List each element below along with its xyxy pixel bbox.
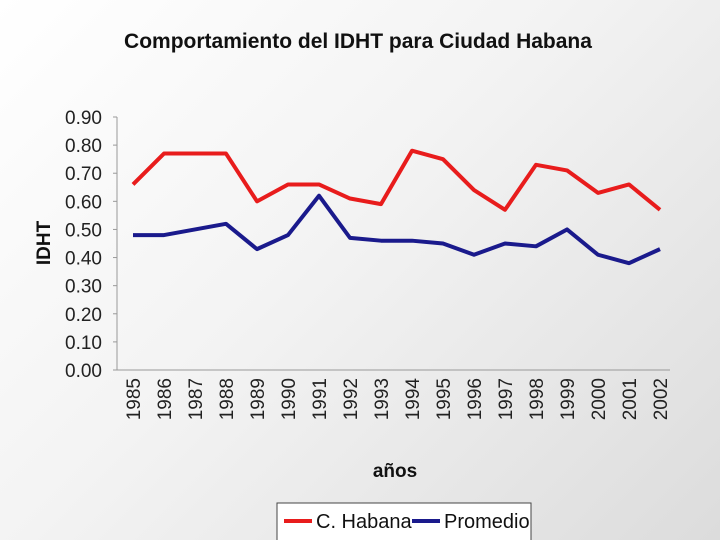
x-axis-title: años [373, 461, 417, 482]
x-tick-label: 1998 [527, 378, 548, 420]
legend-box [276, 502, 532, 540]
series-line-c-habana [131, 148, 662, 212]
legend-label-c-habana: C. Habana [316, 511, 412, 533]
y-tick-labels: 0.00 0.10 0.20 0.30 0.40 0.50 0.60 0.70 0.80 0.90 [65, 108, 117, 382]
x-tick-label: 1992 [341, 378, 362, 420]
x-tick-label: 1988 [217, 378, 238, 420]
y-tick-label: 0.10 [65, 333, 102, 354]
x-tick-label: 1989 [248, 378, 269, 420]
series-lines [131, 148, 662, 266]
y-tick-label: 0.40 [65, 249, 102, 270]
x-tick-label: 1994 [403, 378, 424, 421]
y-tick-label: 0.90 [65, 108, 102, 129]
y-tick-label: 0.20 [65, 305, 102, 326]
x-tick-label: 2001 [620, 378, 641, 420]
y-tick-label: 0.30 [65, 277, 102, 298]
x-tick-label: 1996 [465, 378, 486, 420]
x-tick-label: 1986 [155, 378, 176, 420]
x-tick-label: 1990 [279, 378, 300, 420]
x-tick-label: 1997 [496, 378, 517, 420]
x-tick-label: 1999 [558, 378, 579, 420]
y-tick-label: 0.50 [65, 220, 102, 241]
legend-label-promedio: Promedio [444, 511, 530, 533]
legend: C. Habana Promedio [276, 502, 532, 540]
x-tick-label: 2000 [589, 378, 610, 420]
x-tick-label: 1993 [372, 378, 393, 420]
y-tick-label: 0.70 [65, 164, 102, 185]
y-tick-label: 0.80 [65, 136, 102, 157]
y-tick-label: 0.60 [65, 192, 102, 213]
chart-title: Comportamiento del IDHT para Ciudad Haba… [124, 30, 592, 53]
x-tick-label: 2002 [651, 378, 672, 420]
x-tick-label: 1995 [434, 378, 455, 420]
y-tick-label: 0.00 [65, 361, 102, 382]
x-tick-label: 1987 [186, 378, 207, 420]
series-line-promedio [133, 193, 661, 266]
x-tick-label: 1985 [124, 378, 145, 420]
x-tick-label: 1991 [310, 378, 331, 420]
x-tick-labels: 1985 1986 1987 1988 1989 1990 1991 1992 1993 1994… [124, 378, 672, 421]
y-axis-title: IDHT [34, 220, 55, 265]
